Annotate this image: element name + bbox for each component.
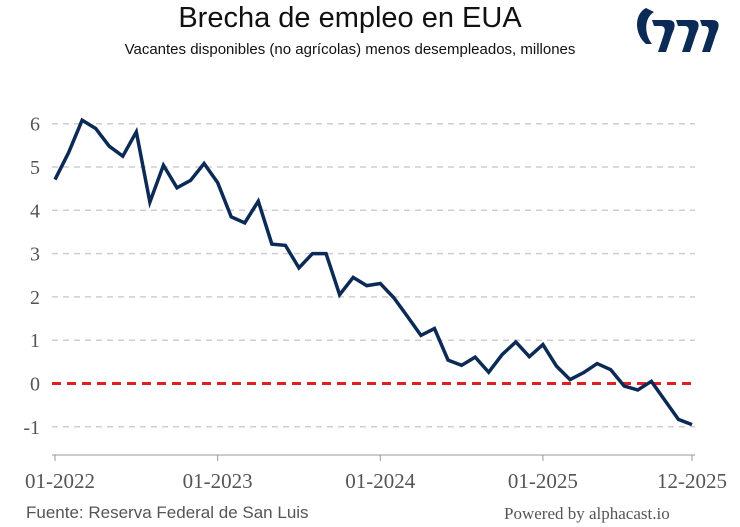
source-note: Fuente: Reserva Federal de San Luis [26, 503, 309, 522]
x-tick-label: 01-2024 [345, 469, 415, 493]
y-tick-label: 6 [30, 114, 40, 136]
series-line [53, 117, 693, 427]
y-tick-label: 1 [30, 330, 40, 352]
x-tick-label: 01-2023 [183, 469, 253, 493]
x-tick-label: 01-2025 [508, 469, 578, 493]
powered-by-note: Powered by alphacast.io [504, 504, 670, 523]
y-tick-label: 2 [30, 287, 40, 309]
brand-logo-icon [637, 8, 719, 52]
y-tick-label: 4 [30, 200, 40, 222]
x-tick-label: 12-2025 [657, 469, 727, 493]
x-tick-label: 01-2022 [25, 469, 95, 493]
y-tick-label: -1 [23, 417, 40, 439]
y-tick-label: 0 [30, 374, 40, 396]
chart-subtitle: Vacantes disponibles (no agrícolas) meno… [124, 41, 576, 58]
chart-title: Brecha de empleo en EUA [178, 2, 522, 34]
y-tick-label: 3 [30, 244, 40, 266]
y-tick-label: 5 [30, 157, 40, 179]
